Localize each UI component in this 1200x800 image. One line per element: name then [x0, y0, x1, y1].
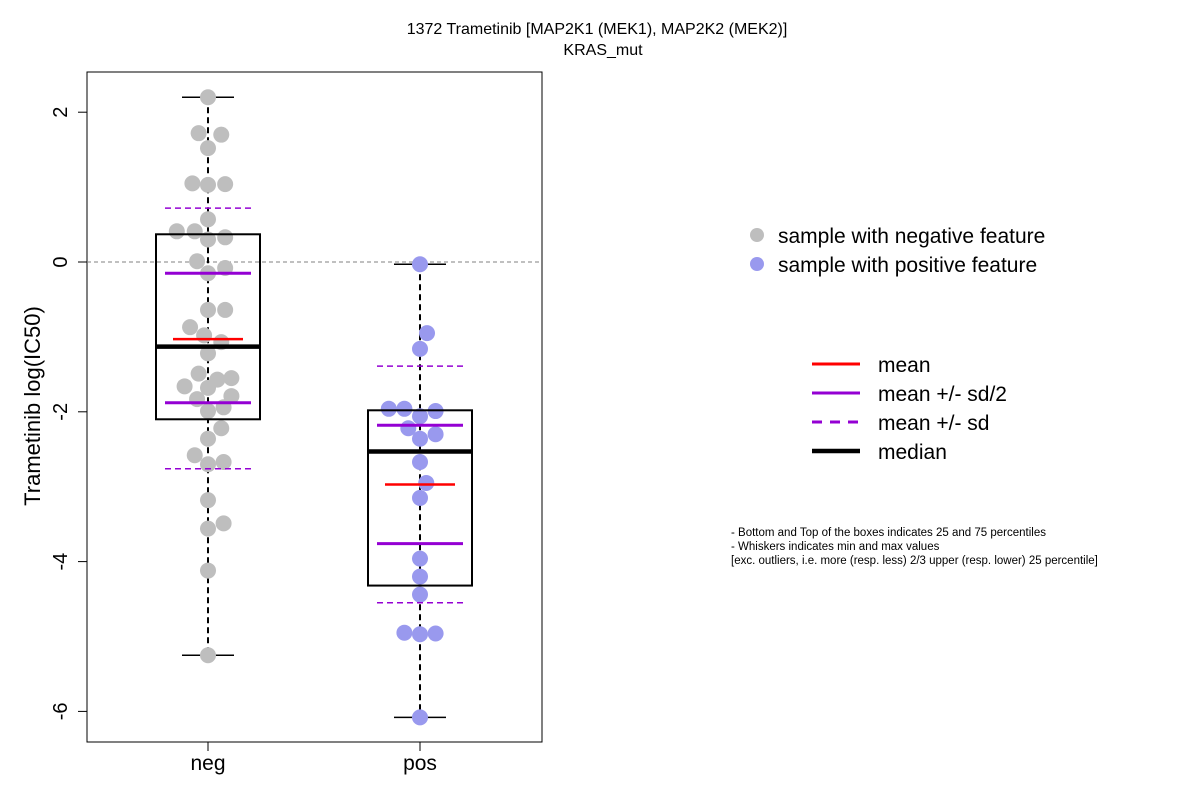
- data-point: [419, 325, 436, 342]
- data-point: [186, 447, 203, 464]
- chart-title: 1372 Trametinib [MAP2K1 (MEK1), MAP2K2 (…: [407, 21, 788, 38]
- data-point: [186, 223, 203, 240]
- data-point: [200, 403, 216, 420]
- note-line: [exc. outliers, i.e. more (resp. less) 2…: [731, 555, 1098, 567]
- data-point: [200, 562, 216, 579]
- data-point: [200, 379, 216, 396]
- y-tick-label: 0: [50, 256, 72, 267]
- data-point: [412, 550, 428, 567]
- data-point: [223, 388, 240, 405]
- data-point: [217, 176, 234, 193]
- legend-line-label: mean +/- sd: [878, 412, 989, 435]
- legend-point-marker: [750, 257, 764, 271]
- data-point: [396, 624, 413, 641]
- data-point: [189, 253, 206, 270]
- data-point: [184, 175, 201, 192]
- group-pos: [367, 256, 473, 726]
- data-point: [200, 89, 216, 106]
- box-iqr: [155, 233, 261, 421]
- legend: sample with negative feature sample with …: [750, 225, 1045, 464]
- note-line: - Whiskers indicates min and max values: [731, 541, 940, 553]
- data-point: [412, 626, 428, 643]
- legend-point-label: sample with negative feature: [778, 225, 1045, 248]
- data-point: [380, 400, 397, 417]
- data-point: [427, 625, 444, 642]
- legend-point-label: sample with positive feature: [778, 254, 1037, 277]
- data-point: [200, 211, 216, 228]
- data-point: [200, 430, 216, 447]
- data-point: [396, 400, 413, 417]
- data-point: [412, 430, 428, 447]
- data-point: [412, 453, 428, 470]
- data-point: [200, 140, 216, 157]
- legend-line-label: median: [878, 441, 947, 464]
- data-point: [412, 340, 428, 357]
- y-tick-label: -4: [50, 553, 72, 571]
- y-tick-label: 2: [50, 107, 72, 118]
- data-point: [196, 327, 213, 344]
- data-point: [412, 586, 428, 603]
- data-point: [412, 256, 428, 273]
- legend-line-label: mean +/- sd/2: [878, 383, 1007, 406]
- data-point: [215, 453, 232, 470]
- data-point: [200, 231, 216, 248]
- data-point: [223, 370, 240, 387]
- data-point: [427, 426, 444, 443]
- x-tick-label: neg: [190, 752, 225, 775]
- data-point: [200, 176, 216, 193]
- group-neg: [155, 89, 261, 664]
- data-point: [190, 365, 207, 382]
- data-point: [412, 489, 428, 506]
- plot-area: [87, 89, 542, 726]
- data-point: [190, 125, 207, 142]
- data-point: [200, 520, 216, 537]
- data-point: [418, 474, 435, 491]
- y-axis-label: Trametinib log(IC50): [20, 306, 45, 506]
- y-tick-label: -6: [50, 703, 72, 721]
- data-point: [213, 126, 230, 143]
- legend-line-label: mean: [878, 354, 931, 377]
- data-point: [412, 568, 428, 585]
- axis-ticks: -6 -4 -2 0 2 neg pos: [50, 107, 437, 775]
- note-line: - Bottom and Top of the boxes indicates …: [731, 527, 1046, 539]
- notes: - Bottom and Top of the boxes indicates …: [731, 527, 1098, 567]
- plot-frame: [86, 71, 543, 743]
- data-point: [200, 647, 216, 664]
- data-point: [217, 229, 234, 246]
- data-point: [215, 515, 232, 532]
- data-point: [200, 301, 216, 318]
- data-point: [189, 391, 206, 408]
- data-point: [213, 420, 230, 437]
- data-point: [176, 378, 193, 395]
- box-iqr: [367, 409, 473, 587]
- x-tick-label: pos: [403, 752, 437, 775]
- legend-point-marker: [750, 228, 764, 242]
- data-point: [168, 223, 185, 240]
- data-point: [412, 709, 428, 726]
- data-point: [217, 301, 234, 318]
- data-point: [200, 345, 216, 362]
- data-point: [412, 408, 428, 425]
- chart-subtitle: KRAS_mut: [563, 42, 643, 59]
- data-point: [182, 319, 199, 336]
- data-point: [200, 492, 216, 509]
- y-tick-label: -2: [50, 403, 72, 421]
- data-point: [200, 456, 216, 473]
